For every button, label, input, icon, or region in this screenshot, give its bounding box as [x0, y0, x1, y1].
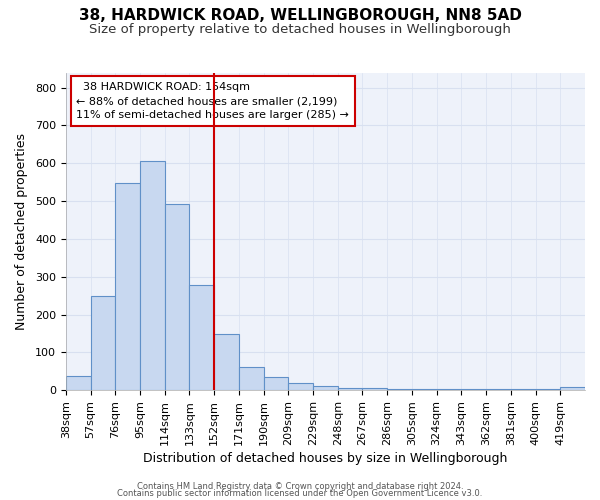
- Bar: [313, 386, 338, 390]
- Bar: [263, 377, 289, 390]
- Bar: [66, 376, 91, 390]
- Text: Contains HM Land Registry data © Crown copyright and database right 2024.: Contains HM Land Registry data © Crown c…: [137, 482, 463, 491]
- Bar: [289, 382, 313, 390]
- Bar: [412, 389, 437, 390]
- Bar: [214, 334, 239, 390]
- Bar: [338, 388, 362, 390]
- Bar: [511, 389, 536, 390]
- Bar: [387, 389, 412, 390]
- Bar: [486, 389, 511, 390]
- Bar: [164, 204, 190, 390]
- Bar: [437, 389, 461, 390]
- Bar: [140, 162, 164, 390]
- Bar: [91, 296, 115, 390]
- Bar: [115, 183, 140, 390]
- X-axis label: Distribution of detached houses by size in Wellingborough: Distribution of detached houses by size …: [143, 452, 508, 465]
- Text: Contains public sector information licensed under the Open Government Licence v3: Contains public sector information licen…: [118, 488, 482, 498]
- Bar: [560, 387, 585, 390]
- Y-axis label: Number of detached properties: Number of detached properties: [15, 133, 28, 330]
- Bar: [190, 286, 214, 390]
- Bar: [536, 389, 560, 390]
- Text: Size of property relative to detached houses in Wellingborough: Size of property relative to detached ho…: [89, 22, 511, 36]
- Bar: [362, 388, 387, 390]
- Bar: [239, 367, 263, 390]
- Bar: [461, 389, 486, 390]
- Text: 38, HARDWICK ROAD, WELLINGBOROUGH, NN8 5AD: 38, HARDWICK ROAD, WELLINGBOROUGH, NN8 5…: [79, 8, 521, 22]
- Text: 38 HARDWICK ROAD: 154sqm
← 88% of detached houses are smaller (2,199)
11% of sem: 38 HARDWICK ROAD: 154sqm ← 88% of detach…: [76, 82, 349, 120]
